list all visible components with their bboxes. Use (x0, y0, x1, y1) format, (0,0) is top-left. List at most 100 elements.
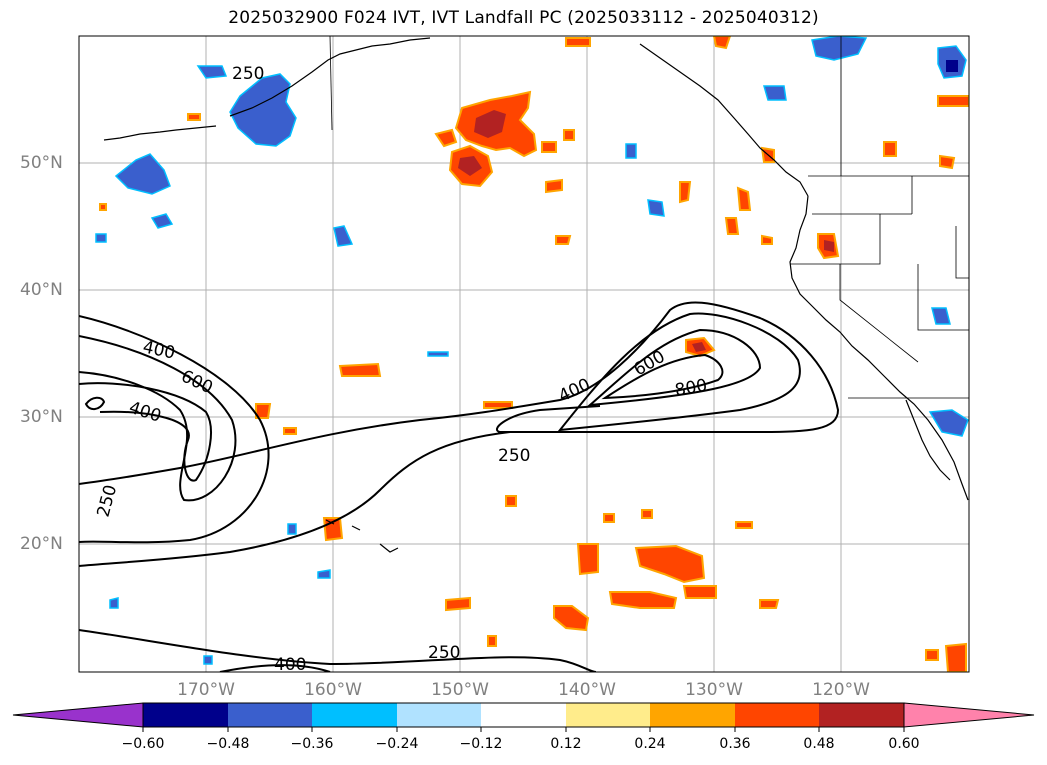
warm-patch (99, 203, 107, 211)
warm-patch (736, 186, 752, 211)
warm-patch (283, 427, 297, 435)
warm-patch (541, 141, 557, 153)
colorbar-tick-label: 0.60 (888, 736, 920, 752)
lon-label-170w: 170°W (177, 680, 235, 700)
lon-label-140w: 140°W (558, 680, 616, 700)
cool-patch (931, 307, 951, 325)
ivt-250-contour-west (79, 315, 270, 544)
cool-patch (150, 213, 174, 229)
warm-patch (576, 543, 599, 576)
map-title: 2025032900 F024 IVT, IVT Landfall PC (20… (228, 8, 819, 28)
warm-patch (187, 113, 201, 121)
colorbar-tick-label: −0.48 (206, 736, 250, 752)
warm-patch (603, 513, 615, 523)
cool-patch (427, 351, 449, 357)
warm-patch (434, 128, 458, 148)
colorbar-tick-label: −0.60 (121, 736, 165, 752)
cool-patch (928, 409, 969, 437)
colorbar-tick-label: 0.36 (719, 736, 751, 752)
cool-patch (647, 199, 665, 217)
lat-label-20n: 20°N (20, 534, 63, 554)
warm-patch-core (458, 156, 482, 176)
warm-patch (724, 217, 740, 235)
hawaii-islands (325, 519, 399, 553)
ivt-contours (79, 301, 840, 672)
lat-label-30n: 30°N (20, 407, 63, 427)
warm-patch (925, 649, 939, 661)
warm-patch (759, 599, 780, 609)
positive-anomaly-patches (99, 36, 969, 672)
colorbar-segment (143, 703, 228, 727)
warm-patch (555, 235, 572, 245)
cool-patch (811, 36, 868, 61)
warm-patch (937, 95, 969, 107)
ivt-400-contour-west (79, 335, 237, 502)
contour-label: 250 (232, 64, 264, 84)
cool-patch (95, 233, 107, 243)
colorbar-segment (397, 703, 481, 727)
colorbar-segment (481, 703, 566, 727)
contour-label: 250 (498, 446, 530, 466)
colorbar-segment (650, 703, 735, 727)
colorbar-tick-label: −0.36 (290, 736, 334, 752)
warm-patch (483, 401, 513, 409)
warm-patch (553, 605, 590, 632)
contour-label: 250 (428, 643, 460, 663)
state-borders (790, 176, 969, 399)
west-coast (789, 195, 969, 501)
lon-label-150w: 150°W (431, 680, 489, 700)
colorbar-tick-label: 0.24 (634, 736, 666, 752)
cool-patch (196, 65, 228, 79)
cool-patch (114, 153, 171, 195)
warm-patch (939, 154, 956, 170)
cool-patch (763, 85, 787, 101)
colorbar-tick-label: 0.12 (550, 736, 582, 752)
contour-label: 400 (274, 655, 306, 675)
cool-patch (287, 523, 297, 535)
alaska-canada-border (329, 36, 333, 131)
cool-patch (333, 225, 354, 247)
ivt-600-contour (587, 328, 762, 407)
lon-label-120w: 120°W (812, 680, 870, 700)
warm-patch (634, 544, 706, 584)
ivt-800-contour (601, 353, 724, 400)
warm-patch (641, 509, 653, 519)
warm-patch (712, 36, 732, 50)
colorbar-tick-label: 0.48 (803, 736, 835, 752)
cool-patch (229, 73, 297, 147)
lat-label-50n: 50°N (20, 153, 63, 173)
colorbar-segment (312, 703, 397, 727)
warm-patch (565, 37, 591, 47)
ivt-600-contour-west (79, 382, 212, 482)
alaska-panhandle (639, 43, 809, 197)
lon-label-130w: 130°W (685, 680, 743, 700)
cool-patch (203, 655, 213, 665)
warm-patch (487, 635, 497, 647)
plot-frame (78, 35, 970, 673)
aleutian-islands (103, 125, 217, 141)
colorbar-segment (819, 703, 904, 727)
warm-patch (883, 141, 897, 157)
warm-patch (338, 362, 382, 377)
ivt-400-contour-south (219, 664, 331, 672)
warm-patch (505, 495, 517, 507)
warm-patch (761, 234, 773, 245)
colorbar-tick-label: −0.24 (375, 736, 419, 752)
ivt-250-contour-south (79, 629, 597, 672)
cool-patch-core (946, 60, 958, 72)
colorbar (12, 702, 1035, 732)
warm-patch (679, 181, 692, 204)
warm-patch (682, 585, 717, 599)
warm-patch-core (824, 240, 834, 252)
warm-patch (944, 642, 967, 672)
colorbar-extend-high (903, 702, 1035, 728)
cool-patch (625, 143, 637, 159)
colorbar-tick-label: −0.12 (459, 736, 503, 752)
ivt-250-contour-lower (79, 431, 511, 567)
warm-patch (445, 596, 471, 612)
alaska-coast (229, 37, 431, 117)
ivt-400-contour (557, 312, 801, 432)
warm-patch (563, 129, 575, 141)
political-borders (329, 36, 969, 399)
ivt-small-loop (84, 396, 106, 410)
